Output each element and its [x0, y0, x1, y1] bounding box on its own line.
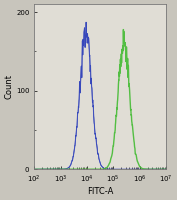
X-axis label: FITC-A: FITC-A [87, 187, 113, 196]
Y-axis label: Count: Count [4, 74, 13, 99]
